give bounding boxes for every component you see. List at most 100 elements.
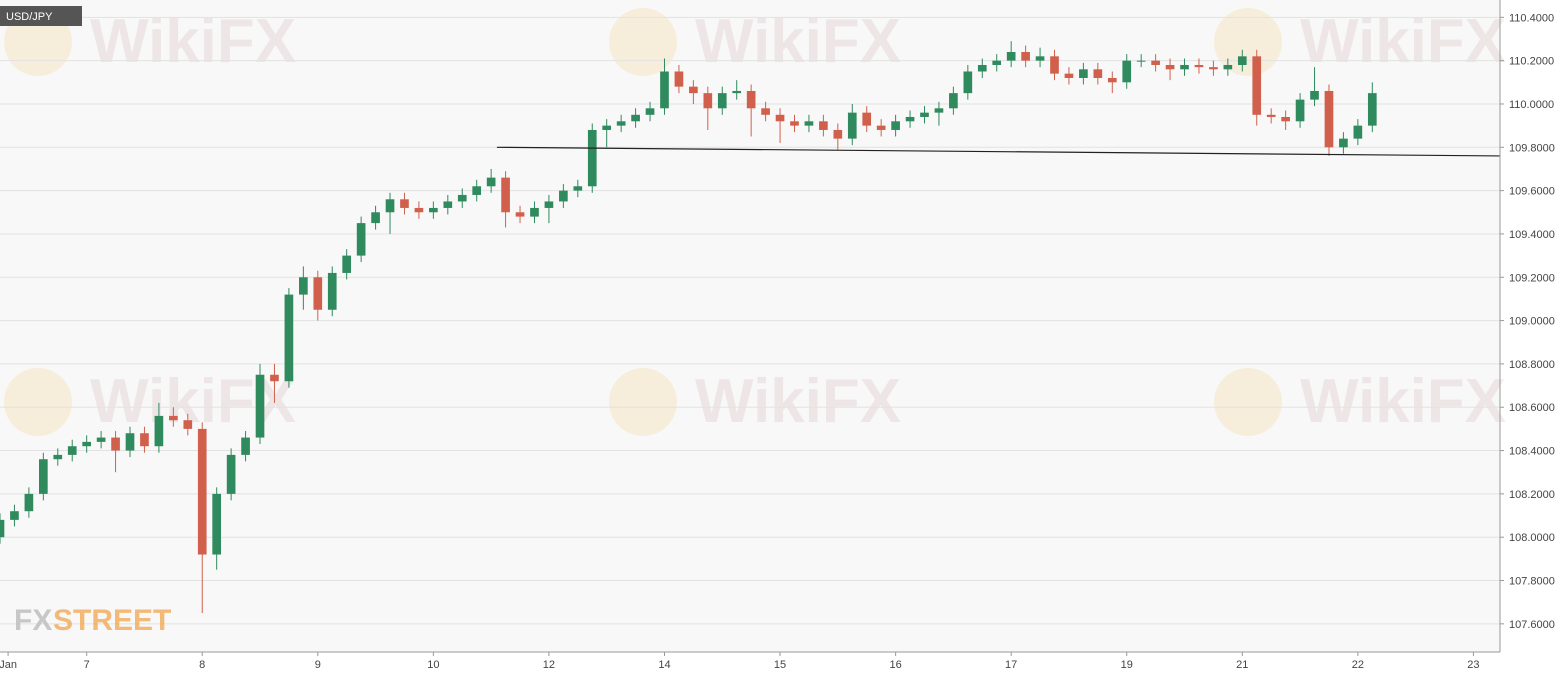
- candle-body: [197, 428, 207, 555]
- watermarks: WikiFX WikiFX WikiFX WikiFX WikiFX WikiFX: [4, 7, 1506, 436]
- logo-left: FX: [14, 604, 52, 637]
- candle-body: [616, 121, 626, 126]
- y-tick-label: 108.4000: [1509, 446, 1555, 458]
- candle-body: [876, 125, 886, 130]
- candle-body: [414, 207, 424, 213]
- y-tick-label: 109.6000: [1509, 186, 1555, 198]
- x-tick-label: 9: [315, 659, 321, 671]
- candle-body: [573, 186, 583, 191]
- candle-body: [154, 415, 164, 447]
- y-tick-label: 110.4000: [1509, 12, 1554, 24]
- candle-body: [443, 201, 453, 208]
- candle-body: [530, 207, 539, 217]
- candle-body: [819, 121, 828, 130]
- candle-body: [212, 493, 222, 555]
- candle-body: [356, 223, 366, 256]
- candles: [0, 41, 1501, 614]
- candle-body: [125, 433, 135, 451]
- candle-body: [1237, 56, 1247, 65]
- candle-body: [39, 459, 48, 494]
- x-tick-label: 22: [1352, 659, 1364, 671]
- candle-body: [1136, 60, 1146, 62]
- candle-body: [1064, 73, 1074, 78]
- candle-body: [804, 121, 814, 126]
- candle-body: [82, 441, 92, 447]
- watermark-icon: [4, 368, 72, 436]
- candle-body: [559, 190, 568, 202]
- candle-body: [270, 374, 279, 382]
- candle-body: [977, 64, 987, 72]
- candle-body: [1093, 69, 1103, 78]
- candle-body: [732, 90, 742, 94]
- candle-body: [255, 374, 265, 438]
- candle-body: [689, 86, 698, 94]
- x-tick-label: 12: [543, 659, 555, 671]
- candle-body: [761, 108, 770, 115]
- candle-body: [96, 437, 106, 442]
- candle-body: [241, 437, 250, 455]
- candle-body: [1035, 56, 1045, 61]
- candle-body: [501, 177, 510, 213]
- candle-body: [1165, 64, 1175, 70]
- candle-body: [746, 90, 756, 109]
- candle-body: [660, 71, 669, 109]
- candle-body: [313, 277, 323, 310]
- y-tick-label: 110.0000: [1509, 99, 1554, 111]
- y-tick-label: 108.2000: [1509, 489, 1555, 501]
- watermark-text: WikiFX: [1300, 7, 1506, 76]
- logo-right: STREET: [53, 604, 171, 637]
- y-tick-label: 107.8000: [1509, 576, 1555, 588]
- title-box: [0, 6, 82, 26]
- trendline: [496, 146, 1501, 157]
- x-tick-label: 14: [658, 659, 670, 671]
- plot-area: [0, 0, 1500, 652]
- x-tick-label: 23: [1467, 659, 1479, 671]
- x-tick-label: 7: [84, 659, 90, 671]
- candle-body: [457, 194, 467, 202]
- candle-body: [1050, 56, 1059, 74]
- watermark-text: WikiFX: [695, 367, 901, 436]
- watermark-text: WikiFX: [695, 7, 901, 76]
- candle-body: [400, 199, 409, 208]
- candle-body: [905, 116, 915, 122]
- x-tick-label: 17: [1005, 659, 1017, 671]
- candle-body: [1223, 64, 1233, 70]
- y-tick-label: 108.6000: [1509, 402, 1555, 414]
- candle-body: [891, 121, 900, 130]
- candle-body: [790, 121, 799, 126]
- grid: [0, 16, 1504, 656]
- candle-body: [703, 93, 713, 109]
- y-tick-label: 108.8000: [1509, 359, 1555, 371]
- candle-body: [1079, 69, 1088, 78]
- candle-body: [67, 446, 77, 455]
- candle-body: [1295, 99, 1305, 122]
- candle-body: [140, 433, 149, 447]
- candle-body: [342, 255, 352, 273]
- candle-body: [472, 186, 482, 195]
- candle-body: [1180, 64, 1189, 70]
- watermark-text: WikiFX: [90, 367, 296, 436]
- candle-body: [327, 272, 337, 310]
- watermark-icon: [1214, 8, 1282, 76]
- candle-body: [53, 454, 63, 460]
- candle-body: [169, 415, 178, 421]
- x-tick-label: 19: [1121, 659, 1133, 671]
- chart-title: USD/JPY: [6, 11, 53, 23]
- candle-body: [674, 71, 684, 87]
- y-tick-label: 109.8000: [1509, 142, 1555, 154]
- watermark-icon: [1214, 368, 1282, 436]
- x-tick-label: 8: [199, 659, 205, 671]
- candle-body: [544, 201, 554, 208]
- candle-body: [284, 294, 294, 382]
- candle-body: [1281, 116, 1290, 122]
- candle-body: [10, 511, 19, 520]
- y-tick-label: 110.2000: [1509, 56, 1554, 68]
- x-tick-label: 15: [774, 659, 786, 671]
- candle-body: [1122, 60, 1132, 83]
- candle-body: [717, 93, 727, 109]
- candle-body: [1021, 51, 1030, 61]
- candle-body: [645, 108, 655, 115]
- watermark-icon: [609, 8, 677, 76]
- candle-body: [934, 108, 944, 113]
- candle-body: [1310, 90, 1319, 100]
